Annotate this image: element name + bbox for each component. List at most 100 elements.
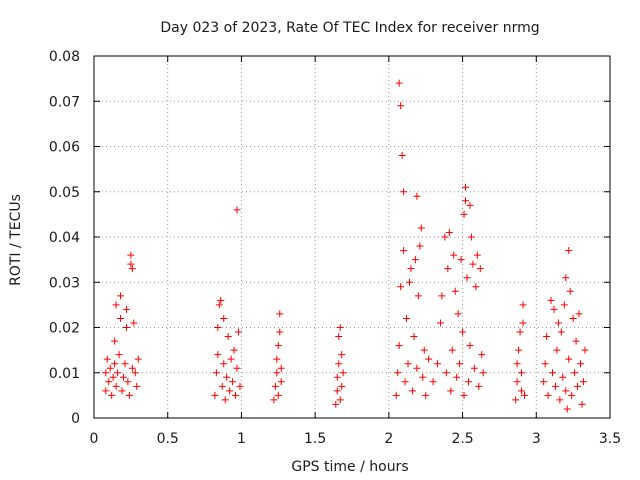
grid-lines (94, 56, 610, 418)
data-point (513, 378, 521, 386)
data-point (549, 369, 557, 377)
data-point (540, 378, 548, 386)
data-point (114, 369, 122, 377)
data-point (212, 369, 220, 377)
data-point (575, 310, 583, 318)
data-point (472, 283, 480, 291)
data-point (122, 305, 130, 313)
y-tick-label: 0.07 (49, 94, 80, 110)
data-point (398, 152, 406, 160)
data-point (571, 369, 579, 377)
data-point (563, 405, 571, 413)
data-point (559, 373, 567, 381)
data-point (130, 319, 138, 327)
data-point (112, 301, 120, 309)
data-point (397, 283, 405, 291)
data-point (111, 337, 119, 345)
x-tick-label: 0.5 (157, 431, 179, 447)
data-point (516, 328, 524, 336)
data-point (401, 378, 409, 386)
data-point (394, 369, 402, 377)
x-tick-label: 0 (90, 431, 99, 447)
data-point (403, 314, 411, 322)
data-point (462, 183, 470, 191)
y-axis-title: ROTI / TECUs (8, 194, 24, 286)
data-point (227, 355, 235, 363)
data-point (333, 373, 341, 381)
data-point (226, 387, 234, 395)
data-point (236, 382, 244, 390)
data-point (550, 305, 558, 313)
data-point (419, 373, 427, 381)
data-point (454, 310, 462, 318)
data-point (404, 360, 412, 368)
data-point (565, 355, 573, 363)
data-point (405, 278, 413, 286)
x-tick-label: 3.5 (599, 431, 621, 447)
data-point (339, 369, 347, 377)
data-point (273, 369, 281, 377)
data-point (121, 360, 129, 368)
data-point (436, 319, 444, 327)
data-point (566, 287, 574, 295)
data-point (434, 360, 442, 368)
data-point (553, 346, 561, 354)
data-point (445, 228, 453, 236)
data-point (335, 333, 343, 341)
data-point (124, 378, 132, 386)
data-point (441, 233, 449, 241)
data-point (223, 373, 231, 381)
data-point (560, 301, 568, 309)
data-point (332, 400, 340, 408)
data-point (478, 351, 486, 359)
data-point (277, 364, 285, 372)
data-point (408, 387, 416, 395)
data-point (512, 396, 520, 404)
data-point (416, 242, 424, 250)
data-point (429, 378, 437, 386)
data-point (448, 346, 456, 354)
data-point (115, 351, 123, 359)
data-point (271, 382, 279, 390)
data-point (470, 364, 478, 372)
data-point (562, 387, 570, 395)
data-point (464, 378, 472, 386)
data-point (551, 382, 559, 390)
data-point (214, 324, 222, 331)
data-point (556, 396, 564, 404)
y-tick-label: 0.08 (49, 49, 80, 65)
data-point (425, 355, 433, 363)
x-tick-label: 1 (237, 431, 246, 447)
data-point (215, 301, 223, 309)
data-point (450, 251, 458, 259)
data-point (518, 369, 526, 377)
data-point (459, 328, 467, 336)
data-point (574, 382, 582, 390)
data-point (420, 346, 428, 354)
data-point (106, 364, 114, 372)
data-point (577, 360, 585, 368)
data-point (392, 391, 400, 399)
data-point (338, 382, 346, 390)
data-point (128, 364, 136, 372)
data-point (276, 310, 284, 318)
x-tick-label: 1.5 (304, 431, 326, 447)
data-point (224, 333, 232, 341)
data-point (518, 387, 526, 395)
data-point (274, 391, 282, 399)
data-point (111, 360, 119, 368)
y-tick-label: 0.04 (49, 230, 80, 246)
data-point (335, 360, 343, 368)
data-point (108, 391, 116, 399)
data-points (102, 79, 589, 413)
data-point (463, 274, 471, 282)
data-point (469, 260, 477, 268)
data-point (117, 314, 125, 322)
data-point (400, 247, 408, 255)
data-point (273, 355, 281, 363)
data-point (513, 360, 521, 368)
data-point (233, 364, 241, 372)
data-point (515, 346, 523, 354)
data-point (479, 369, 487, 377)
